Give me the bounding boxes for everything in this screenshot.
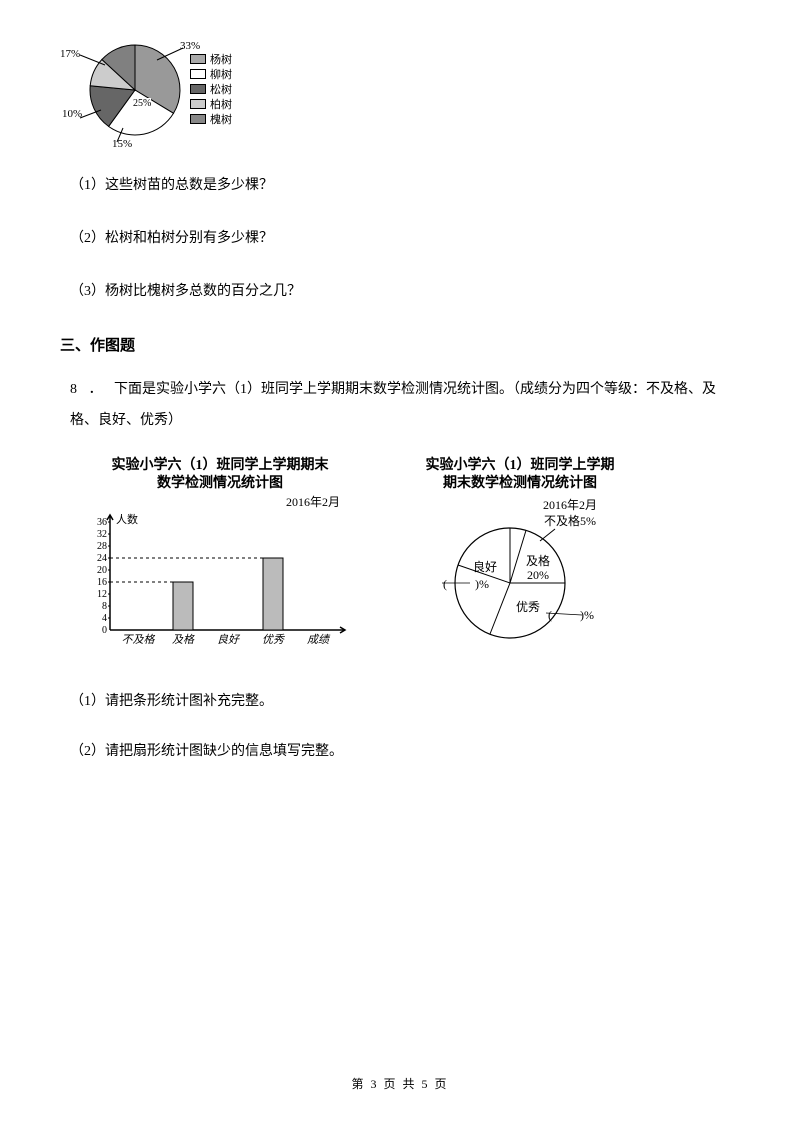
svg-text:优秀: 优秀 (262, 633, 286, 646)
q8-charts: 实验小学六（1）班同学上学期期末 数学检测情况统计图 2016年2月 人数 36… (80, 457, 740, 660)
pie-title-2: 期末数学检测情况统计图 (400, 475, 640, 493)
svg-text:24: 24 (97, 553, 107, 564)
bar-pass (173, 582, 193, 630)
svg-text:28: 28 (97, 541, 107, 552)
pie-pass: 及格 (526, 553, 550, 568)
bar-excellent (263, 558, 283, 630)
pie-blank-2: ( (548, 608, 552, 622)
legend-song: 松树 (210, 81, 232, 97)
pie-blank-1b: )% (475, 577, 489, 591)
pie-blank-1: ( (443, 577, 447, 591)
pie-title-1: 实验小学六（1）班同学上学期 (400, 457, 640, 475)
pie-good: 良好 (473, 559, 497, 574)
q7-sub-1: （1）这些树苗的总数是多少棵？ (70, 175, 740, 196)
svg-text:4: 4 (102, 613, 107, 624)
pct-33: 33% (180, 40, 200, 52)
q8-dot: ． (89, 382, 103, 397)
q8-body: 下面是实验小学六（1）班同学上学期期末数学检测情况统计图。（成绩分为四个等级：不… (70, 382, 716, 428)
svg-text:12: 12 (97, 589, 107, 600)
section-3-title: 三、作图题 (60, 334, 740, 355)
q7-sub-questions: （1）这些树苗的总数是多少棵？ （2）松树和柏树分别有多少棵？ （3）杨树比槐树… (60, 175, 740, 302)
svg-text:及格: 及格 (172, 633, 195, 646)
svg-text:8: 8 (102, 601, 107, 612)
bar-title-1: 实验小学六（1）班同学上学期期末 (80, 457, 360, 475)
pct-17: 17% (60, 48, 80, 60)
legend-box-song (190, 84, 206, 94)
legend-box-bai (190, 99, 206, 109)
q8-sub-1: （1）请把条形统计图补充完整。 (60, 690, 740, 710)
legend-huai: 槐树 (210, 111, 232, 127)
pie-fail: 不及格5% (544, 513, 596, 528)
svg-text:不及格: 不及格 (122, 633, 156, 646)
legend-liu: 柳树 (210, 66, 232, 82)
pct-10: 10% (62, 108, 82, 120)
bar-chart: 实验小学六（1）班同学上学期期末 数学检测情况统计图 2016年2月 人数 36… (80, 457, 360, 660)
legend-box-yang (190, 54, 206, 64)
svg-text:20: 20 (97, 565, 107, 576)
svg-text:成绩: 成绩 (307, 633, 331, 646)
svg-text:16: 16 (97, 577, 107, 588)
legend-box-huai (190, 114, 206, 124)
legend-bai: 柏树 (210, 96, 232, 112)
q7-legend: 杨树 柳树 松树 柏树 槐树 (190, 52, 232, 127)
pie-pass-pct: 20% (527, 568, 549, 582)
q7-pie-chart: 33% 25% 15% 10% 17% 杨树 柳树 松树 柏树 槐树 (60, 40, 260, 150)
pie-blank-2b: )% (580, 608, 594, 622)
q7-sub-2: （2）松树和柏树分别有多少棵？ (70, 228, 740, 249)
svg-text:36: 36 (97, 517, 107, 528)
page-footer: 第 3 页 共 5 页 (0, 1075, 800, 1092)
pie-svg: 2016年2月 不及格5% 及格 20% 优秀 良好 ( )% ( (400, 493, 640, 653)
y-label: 人数 (116, 513, 138, 526)
pie-chart: 实验小学六（1）班同学上学期 期末数学检测情况统计图 2016年2月 不及格5%… (400, 457, 640, 660)
svg-text:良好: 良好 (217, 633, 241, 646)
bar-date: 2016年2月 (80, 493, 360, 510)
svg-text:0: 0 (102, 625, 107, 636)
legend-box-liu (190, 69, 206, 79)
svg-text:32: 32 (97, 529, 107, 540)
q8-num: 8 (70, 382, 77, 397)
pie-date: 2016年2月 (543, 498, 597, 512)
pie-excellent: 优秀 (516, 600, 540, 614)
bar-svg: 人数 36 32 28 24 20 16 12 8 4 0 (80, 510, 360, 655)
pct-25: 25% (133, 98, 151, 109)
q7-sub-3: （3）杨树比槐树多总数的百分之几？ (70, 281, 740, 302)
pct-15: 15% (112, 138, 132, 150)
q8-stem: 8 ． 下面是实验小学六（1）班同学上学期期末数学检测情况统计图。（成绩分为四个… (60, 375, 740, 437)
q8-sub-2: （2）请把扇形统计图缺少的信息填写完整。 (60, 740, 740, 760)
legend-yang: 杨树 (210, 51, 232, 67)
bar-title-2: 数学检测情况统计图 (80, 475, 360, 493)
